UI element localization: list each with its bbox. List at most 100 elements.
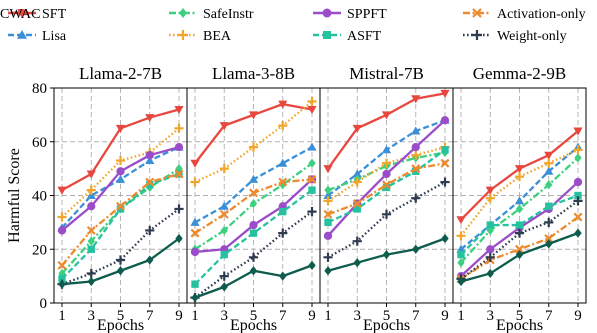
data-point [248, 252, 259, 262]
data-point [353, 205, 361, 213]
data-point [440, 177, 450, 187]
data-point [116, 201, 125, 211]
data-point [249, 266, 258, 276]
data-point [219, 271, 229, 281]
data-point [190, 217, 200, 226]
x-axis-label: Epochs [363, 317, 410, 333]
data-point [57, 260, 67, 270]
data-point [190, 247, 200, 257]
data-point [573, 127, 583, 136]
panel-title: Llama-3-8B [212, 64, 295, 83]
data-point [353, 258, 361, 268]
series [324, 146, 449, 227]
data-point [86, 185, 96, 195]
data-point [190, 159, 200, 168]
y-axis-label: Harmful Score [6, 148, 23, 243]
legend-label: Lisa [42, 29, 67, 44]
data-point [115, 124, 126, 133]
data-point [190, 177, 200, 187]
legend-entry: SFT [8, 7, 67, 22]
data-point [411, 126, 421, 135]
data-point [86, 268, 96, 279]
data-point [87, 236, 95, 246]
data-point [544, 151, 554, 160]
x-tick-label: 9 [175, 308, 183, 324]
series [323, 158, 450, 219]
data-point [352, 169, 362, 178]
data-point [573, 177, 583, 187]
data-point [175, 233, 183, 244]
data-point [514, 172, 525, 182]
data-point [279, 207, 287, 216]
data-point [57, 226, 67, 235]
legend-entry: Activation-only [463, 7, 586, 22]
data-point [248, 111, 259, 120]
series-line [194, 210, 313, 299]
series-line [61, 208, 180, 286]
x-tick-label: 1 [58, 308, 66, 324]
legend: SFT Lisa SafeInstr BEA SPPFT ASFT Activation-o… [0, 7, 586, 44]
series-line [327, 151, 446, 192]
legend-entry: ASFT [313, 29, 382, 44]
data-point [146, 181, 154, 189]
data-point [441, 146, 449, 154]
data-point [441, 233, 449, 244]
data-point [382, 180, 391, 190]
data-point [308, 158, 316, 168]
x-tick-label: 5 [383, 308, 391, 324]
series-line [61, 172, 180, 267]
legend-label: BEA [203, 29, 232, 44]
data-point [86, 170, 96, 179]
x-axis-label: Epochs [97, 317, 144, 333]
data-point [116, 167, 125, 176]
legend-label: CWAC [0, 7, 40, 22]
data-point [352, 199, 362, 209]
legend-label: SafeInstr [203, 7, 254, 22]
legend-entry: CWAC [0, 7, 40, 22]
data-point [457, 250, 465, 259]
series [323, 116, 450, 240]
series-line [460, 194, 579, 256]
data-point [411, 193, 421, 203]
data-point [515, 221, 524, 229]
series [456, 127, 583, 225]
y-tick-label: 60 [32, 135, 47, 151]
x-tick-label: 3 [88, 308, 96, 324]
x-tick-label: 5 [117, 308, 125, 324]
data-point [308, 260, 316, 270]
data-point [58, 275, 66, 283]
data-point [324, 266, 332, 276]
data-point [278, 158, 288, 167]
legend-label: ASFT [347, 29, 382, 44]
data-point [116, 266, 125, 276]
data-point [411, 164, 421, 174]
data-point [485, 193, 495, 203]
x-tick-label: 7 [412, 308, 420, 324]
data-point [115, 155, 126, 166]
data-point [308, 186, 316, 194]
chart-panel: Gemma-2-9B 1 3 5 7 9 Epochs [452, 64, 587, 333]
y-tick-label: 20 [32, 242, 47, 258]
data-point [219, 209, 229, 219]
series [191, 186, 316, 288]
data-point [57, 186, 67, 195]
legend-swatch-marker [472, 30, 482, 40]
data-point [307, 207, 317, 217]
data-point [573, 145, 583, 155]
series [323, 89, 450, 174]
data-point [174, 142, 184, 152]
data-point [574, 153, 582, 163]
data-point [145, 225, 155, 236]
data-point [174, 204, 184, 214]
data-point [57, 212, 67, 222]
chart-panel: Llama-2-7B 1 3 5 7 9 0 20 40 60 80 Epochs Harmful Sc… [6, 64, 188, 333]
data-point [145, 177, 155, 187]
data-point [307, 174, 317, 184]
data-point [279, 271, 287, 281]
data-point [87, 276, 95, 287]
data-point [381, 209, 392, 219]
data-point [515, 204, 524, 214]
panel-title: Mistral-7B [349, 64, 424, 83]
y-tick-label: 80 [32, 81, 47, 97]
y-tick-label: 0 [40, 296, 48, 312]
